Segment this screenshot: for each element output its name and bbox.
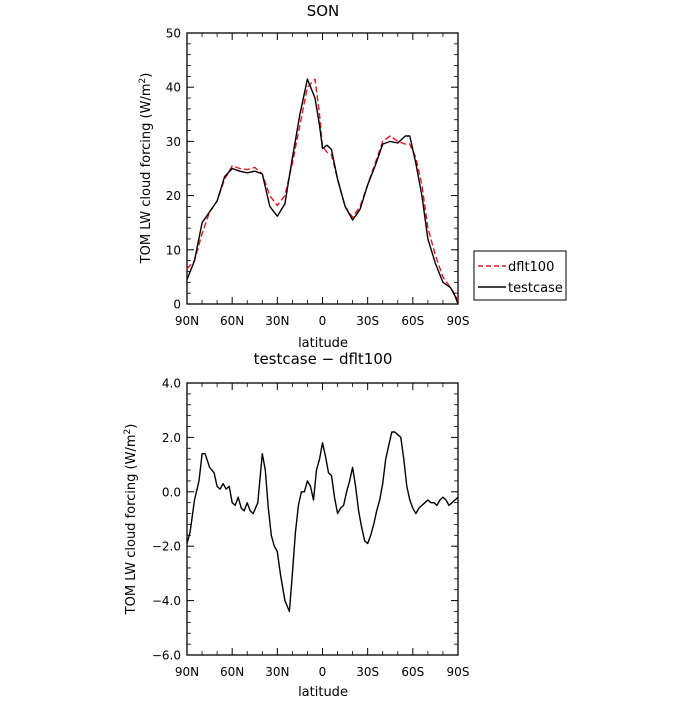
bottom-x-axis-label: latitude: [298, 685, 348, 700]
bottom-x-tick-label: 60N: [220, 665, 244, 679]
legend-label-dflt100: dflt100: [508, 260, 554, 275]
bottom-chart-title: testcase − dflt100: [254, 350, 393, 368]
top-y-axis-label-close: ): [139, 73, 154, 78]
bottom-x-tick-label: 30S: [356, 665, 379, 679]
top-y-tick-label: 40: [166, 81, 181, 95]
legend: dflt100 testcase: [473, 250, 567, 301]
top-chart-title: SON: [307, 2, 340, 20]
bottom-ticks: [186, 382, 459, 656]
top-x-tick-label: 90S: [447, 314, 470, 328]
series-line-testcase-dflt100: [186, 431, 459, 613]
legend-box: [473, 250, 567, 301]
top-x-tick-label: 0: [319, 314, 327, 328]
top-x-axis-label: latitude: [298, 336, 348, 351]
legend-label-testcase: testcase: [508, 281, 563, 296]
bottom-series-lines: [186, 431, 459, 613]
bottom-y-tick-label: 4.0: [162, 377, 181, 391]
top-tick-labels: 90N 60N 30N 0 30S 60S 90S 0 10 20 30 40 50: [166, 27, 470, 329]
top-panel: SON 90N 60N 30N 0 30S 60S 90S 0 10 20 30 40 50 latit…: [138, 2, 567, 351]
top-x-tick-label: 30S: [356, 314, 379, 328]
bottom-y-tick-label: −4.0: [152, 594, 181, 608]
bottom-y-tick-label: 0.0: [162, 485, 181, 499]
series-line-testcase: [186, 78, 459, 305]
bottom-y-tick-label: −6.0: [152, 649, 181, 663]
bottom-y-tick-label: −2.0: [152, 540, 181, 554]
top-x-tick-label: 60N: [220, 314, 244, 328]
bottom-x-tick-label: 90N: [175, 665, 199, 679]
bottom-x-tick-label: 30N: [265, 665, 289, 679]
top-y-axis-label-main: TOM LW cloud forcing (W/m: [139, 83, 154, 264]
bottom-tick-labels: 90N 60N 30N 0 30S 60S 90S −6.0 −4.0 −2.0 0.0 2.0 4.0: [152, 377, 470, 680]
top-y-tick-label: 20: [166, 189, 181, 203]
top-y-tick-label: 30: [166, 135, 181, 149]
top-y-axis-label-superscript: 2: [138, 78, 148, 84]
bottom-y-axis-label: TOM LW cloud forcing (W/m2): [123, 424, 139, 616]
bottom-y-axis-label-main: TOM LW cloud forcing (W/m: [124, 434, 139, 615]
bottom-x-tick-label: 0: [319, 665, 327, 679]
top-y-tick-label: 10: [166, 243, 181, 257]
top-x-tick-label: 60S: [401, 314, 424, 328]
bottom-y-axis-label-close: ): [124, 424, 139, 429]
top-x-tick-label: 30N: [265, 314, 289, 328]
bottom-y-axis-label-superscript: 2: [123, 429, 133, 435]
series-line-dflt100: [186, 78, 459, 302]
top-y-axis-label: TOM LW cloud forcing (W/m2): [138, 73, 154, 265]
bottom-y-tick-label: 2.0: [162, 431, 181, 445]
bottom-plot-frame: [186, 382, 459, 656]
bottom-panel: testcase − dflt100 90N 60N 30N 0 30S 60S 90S −6…: [123, 350, 469, 700]
bottom-x-tick-label: 60S: [401, 665, 424, 679]
top-y-tick-label: 50: [166, 27, 181, 41]
top-y-tick-label: 0: [173, 298, 181, 312]
top-series-lines: [186, 78, 459, 305]
bottom-x-tick-label: 90S: [447, 665, 470, 679]
top-x-tick-label: 90N: [175, 314, 199, 328]
